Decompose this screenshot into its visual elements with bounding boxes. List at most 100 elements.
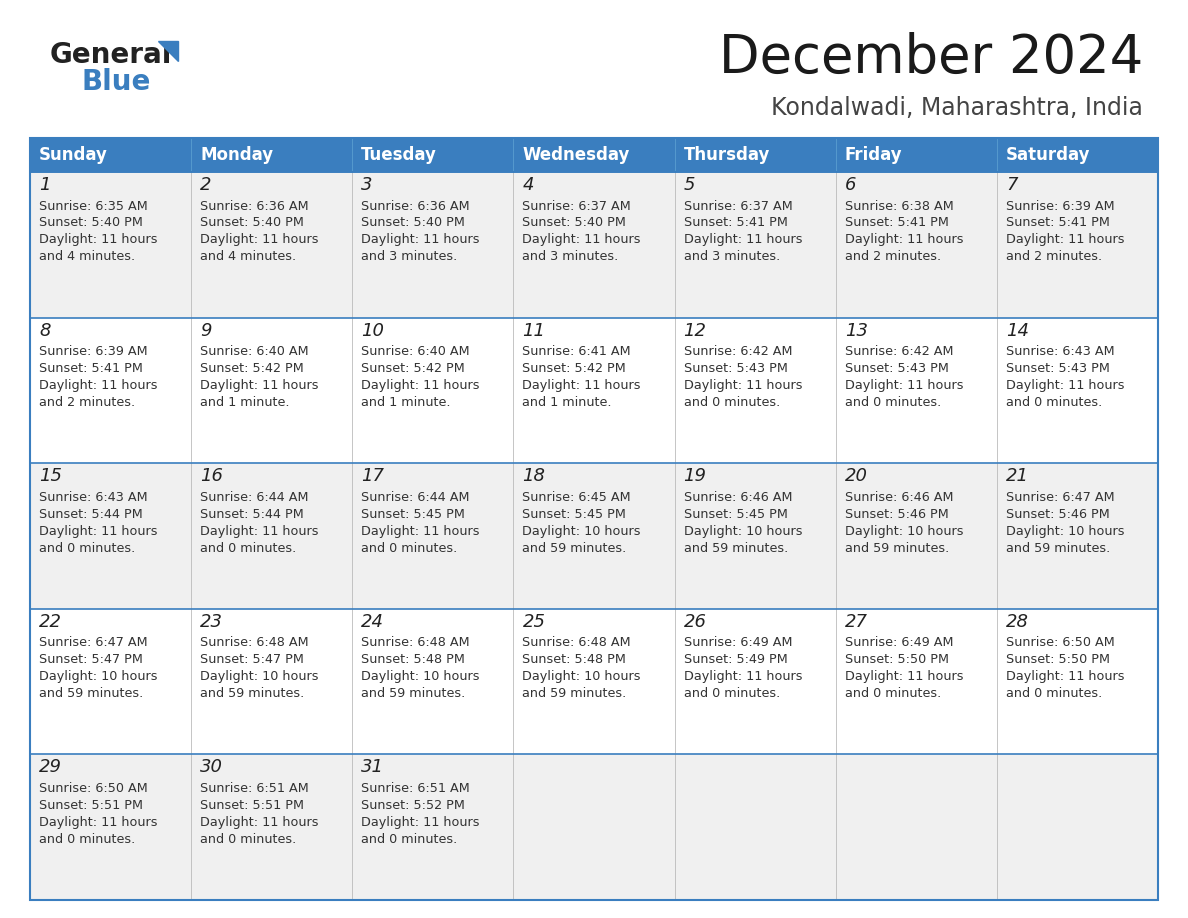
Text: Sunset: 5:47 PM: Sunset: 5:47 PM [39,654,143,666]
Text: 17: 17 [361,467,384,486]
Text: 19: 19 [683,467,707,486]
Text: Daylight: 11 hours: Daylight: 11 hours [1006,233,1124,247]
Text: Daylight: 11 hours: Daylight: 11 hours [200,379,318,392]
Text: 23: 23 [200,613,223,631]
Text: and 0 minutes.: and 0 minutes. [1006,688,1102,700]
Text: Daylight: 11 hours: Daylight: 11 hours [361,525,480,538]
Text: and 59 minutes.: and 59 minutes. [361,688,466,700]
Text: Sunrise: 6:44 AM: Sunrise: 6:44 AM [361,491,469,504]
Text: Daylight: 11 hours: Daylight: 11 hours [683,670,802,683]
Text: and 0 minutes.: and 0 minutes. [39,833,135,845]
Text: Sunset: 5:48 PM: Sunset: 5:48 PM [523,654,626,666]
Text: and 0 minutes.: and 0 minutes. [1006,396,1102,409]
Text: Sunday: Sunday [39,146,108,164]
Text: 4: 4 [523,176,533,194]
Text: Sunset: 5:42 PM: Sunset: 5:42 PM [361,362,465,375]
Text: Sunrise: 6:35 AM: Sunrise: 6:35 AM [39,199,147,212]
Text: 16: 16 [200,467,223,486]
Text: and 59 minutes.: and 59 minutes. [200,688,304,700]
Bar [30,318,1158,464]
Text: Sunrise: 6:48 AM: Sunrise: 6:48 AM [523,636,631,649]
Text: Daylight: 10 hours: Daylight: 10 hours [200,670,318,683]
Text: and 59 minutes.: and 59 minutes. [683,542,788,554]
Text: Sunset: 5:40 PM: Sunset: 5:40 PM [361,217,466,230]
Text: Daylight: 11 hours: Daylight: 11 hours [523,233,642,247]
Text: 13: 13 [845,321,867,340]
Text: 9: 9 [200,321,211,340]
Text: and 0 minutes.: and 0 minutes. [845,688,941,700]
Text: Sunset: 5:43 PM: Sunset: 5:43 PM [1006,362,1110,375]
Bar [30,609,1158,755]
Text: Daylight: 11 hours: Daylight: 11 hours [523,379,642,392]
Bar [353,138,513,172]
Text: Sunset: 5:46 PM: Sunset: 5:46 PM [845,508,948,521]
Text: Sunset: 5:44 PM: Sunset: 5:44 PM [39,508,143,521]
Text: and 59 minutes.: and 59 minutes. [1006,542,1110,554]
Text: 25: 25 [523,613,545,631]
Text: 1: 1 [39,176,51,194]
Text: Sunrise: 6:44 AM: Sunrise: 6:44 AM [200,491,309,504]
Bar [191,138,353,172]
Text: Sunrise: 6:36 AM: Sunrise: 6:36 AM [361,199,470,212]
Text: and 1 minute.: and 1 minute. [361,396,450,409]
Text: Sunset: 5:45 PM: Sunset: 5:45 PM [683,508,788,521]
Text: 5: 5 [683,176,695,194]
Text: and 1 minute.: and 1 minute. [200,396,290,409]
Text: Sunrise: 6:48 AM: Sunrise: 6:48 AM [200,636,309,649]
Text: and 0 minutes.: and 0 minutes. [39,542,135,554]
Text: 27: 27 [845,613,867,631]
Text: Daylight: 10 hours: Daylight: 10 hours [1006,525,1124,538]
Text: and 0 minutes.: and 0 minutes. [361,542,457,554]
Text: Sunrise: 6:46 AM: Sunrise: 6:46 AM [845,491,953,504]
Text: and 2 minutes.: and 2 minutes. [39,396,135,409]
Text: Daylight: 10 hours: Daylight: 10 hours [523,670,642,683]
Text: Sunset: 5:50 PM: Sunset: 5:50 PM [1006,654,1110,666]
Bar [513,138,675,172]
Text: Sunset: 5:49 PM: Sunset: 5:49 PM [683,654,788,666]
Text: Thursday: Thursday [683,146,770,164]
Text: December 2024: December 2024 [719,32,1143,84]
Text: and 0 minutes.: and 0 minutes. [361,833,457,845]
Text: 28: 28 [1006,613,1029,631]
Text: and 0 minutes.: and 0 minutes. [845,396,941,409]
Text: Sunset: 5:52 PM: Sunset: 5:52 PM [361,799,466,812]
Text: 30: 30 [200,758,223,777]
Text: Daylight: 11 hours: Daylight: 11 hours [361,233,480,247]
Text: and 3 minutes.: and 3 minutes. [523,251,619,263]
Text: Sunrise: 6:39 AM: Sunrise: 6:39 AM [1006,199,1114,212]
Text: Blue: Blue [82,68,151,96]
Text: Sunrise: 6:50 AM: Sunrise: 6:50 AM [39,782,147,795]
Text: Daylight: 10 hours: Daylight: 10 hours [523,525,642,538]
Bar [675,138,835,172]
Text: Monday: Monday [200,146,273,164]
Text: and 1 minute.: and 1 minute. [523,396,612,409]
Text: Sunset: 5:42 PM: Sunset: 5:42 PM [523,362,626,375]
Text: Sunrise: 6:43 AM: Sunrise: 6:43 AM [39,491,147,504]
Text: Daylight: 11 hours: Daylight: 11 hours [361,379,480,392]
Text: Daylight: 11 hours: Daylight: 11 hours [200,233,318,247]
Text: Sunset: 5:44 PM: Sunset: 5:44 PM [200,508,304,521]
Text: Daylight: 11 hours: Daylight: 11 hours [200,525,318,538]
Text: Daylight: 10 hours: Daylight: 10 hours [683,525,802,538]
Text: Sunset: 5:51 PM: Sunset: 5:51 PM [39,799,143,812]
Text: 24: 24 [361,613,384,631]
Text: Sunset: 5:50 PM: Sunset: 5:50 PM [845,654,949,666]
Text: 18: 18 [523,467,545,486]
Text: Wednesday: Wednesday [523,146,630,164]
Text: 26: 26 [683,613,707,631]
Text: Daylight: 11 hours: Daylight: 11 hours [845,670,963,683]
Text: Sunrise: 6:41 AM: Sunrise: 6:41 AM [523,345,631,358]
Text: 6: 6 [845,176,857,194]
Text: Sunrise: 6:38 AM: Sunrise: 6:38 AM [845,199,954,212]
Text: Sunset: 5:40 PM: Sunset: 5:40 PM [39,217,143,230]
Text: Sunrise: 6:47 AM: Sunrise: 6:47 AM [39,636,147,649]
Text: 10: 10 [361,321,384,340]
Text: Friday: Friday [845,146,903,164]
Text: Daylight: 11 hours: Daylight: 11 hours [683,233,802,247]
Text: Sunset: 5:41 PM: Sunset: 5:41 PM [1006,217,1110,230]
Text: Sunrise: 6:49 AM: Sunrise: 6:49 AM [845,636,953,649]
Text: Sunrise: 6:50 AM: Sunrise: 6:50 AM [1006,636,1114,649]
Text: Daylight: 10 hours: Daylight: 10 hours [361,670,480,683]
Text: Sunrise: 6:51 AM: Sunrise: 6:51 AM [200,782,309,795]
Text: 22: 22 [39,613,62,631]
